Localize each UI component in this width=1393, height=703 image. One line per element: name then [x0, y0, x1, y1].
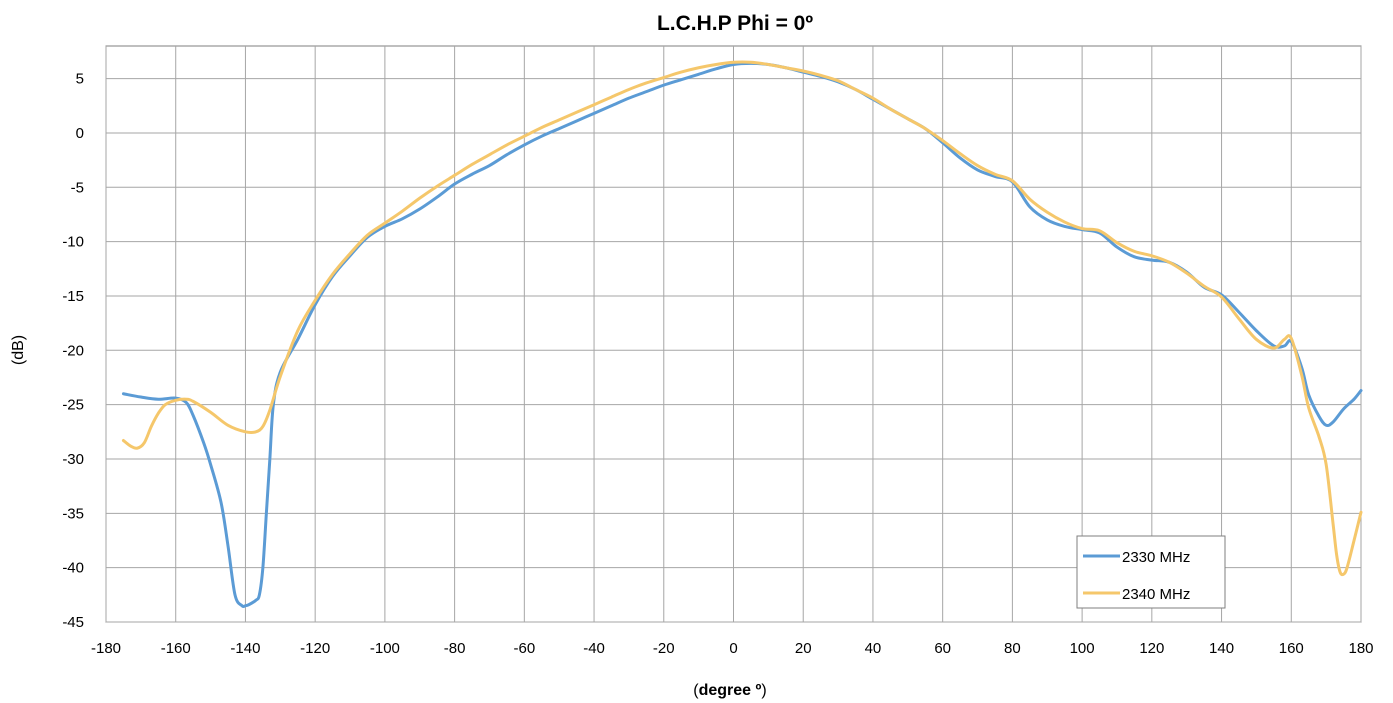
y-tick-label: -30 [62, 451, 84, 468]
x-tick-label: 100 [1070, 640, 1095, 657]
y-axis-title: (dB) [10, 335, 27, 365]
x-tick-label: 60 [934, 640, 951, 657]
y-tick-label: -40 [62, 560, 84, 577]
legend-label-2330: 2330 MHz [1122, 549, 1190, 566]
legend-box [1076, 535, 1226, 609]
x-tick-label: -60 [513, 640, 535, 657]
y-axis-tick-labels: -45 -40 -35 -30 -25 -20 -15 -10 -5 0 5 [62, 71, 84, 631]
series-line-2340-mhz [121, 60, 1363, 577]
x-tick-label: -40 [583, 640, 605, 657]
legend: 2330 MHz 2340 MHz [1076, 535, 1226, 609]
x-tick-label: -120 [300, 640, 330, 657]
x-tick-label: 180 [1348, 640, 1373, 657]
x-axis-tick-labels: -180 -160 -140 -120 -100 -80 -60 -40 -20 0 20 40 60 8… [91, 640, 1374, 657]
gridlines [105, 46, 1362, 623]
x-tick-label: -20 [653, 640, 675, 657]
series-lines [121, 60, 1363, 609]
x-tick-label: -160 [161, 640, 191, 657]
y-tick-label: -35 [62, 505, 84, 522]
y-tick-label: -20 [62, 342, 84, 359]
legend-label-2340: 2340 MHz [1122, 586, 1190, 603]
x-tick-label: -100 [370, 640, 400, 657]
x-axis-title-prefix: ( [693, 682, 699, 699]
x-axis-title: (degree º) [693, 682, 766, 699]
series-line-2330-mhz [121, 61, 1363, 609]
x-tick-label: -80 [444, 640, 466, 657]
x-tick-label: 140 [1209, 640, 1234, 657]
y-tick-label: -25 [62, 397, 84, 414]
x-tick-label: 120 [1139, 640, 1164, 657]
x-tick-label: 20 [795, 640, 812, 657]
x-tick-label: 80 [1004, 640, 1021, 657]
x-tick-label: 0 [729, 640, 737, 657]
y-tick-label: 0 [76, 125, 84, 142]
x-tick-label: 40 [865, 640, 882, 657]
x-axis-title-main: degree º [699, 682, 762, 699]
y-tick-label: -5 [71, 179, 84, 196]
x-tick-label: -140 [230, 640, 260, 657]
y-tick-label: -45 [62, 614, 84, 631]
x-tick-label: -180 [91, 640, 121, 657]
chart-title: L.C.H.P Phi = 0º [657, 12, 813, 35]
y-tick-label: -10 [62, 234, 84, 251]
x-tick-label: 160 [1279, 640, 1304, 657]
y-tick-label: -15 [62, 288, 84, 305]
y-tick-label: 5 [76, 71, 84, 88]
x-axis-title-suffix: ) [761, 682, 766, 699]
